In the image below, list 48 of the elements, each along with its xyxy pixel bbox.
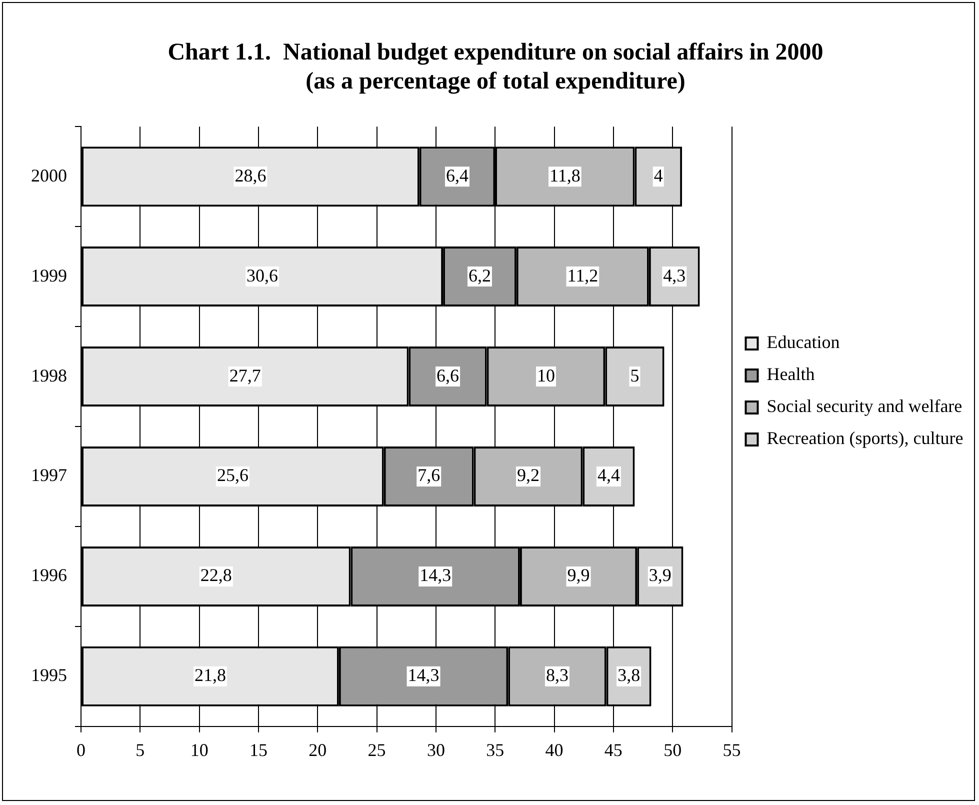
data-label: 11,2 [567, 265, 598, 286]
data-label: 14,3 [420, 565, 452, 586]
legend-label: Social security and welfare [766, 396, 962, 416]
text: Chart 1.1. National budget expenditure on social affairs in 2000 [168, 40, 824, 66]
legend-label: Recreation (sports), culture [766, 428, 964, 448]
data-label: 4,4 [597, 465, 620, 486]
data-label: 4 [654, 165, 663, 186]
y-tick-label: 1995 [31, 665, 67, 686]
data-label: 27,7 [229, 365, 261, 386]
data-label: 25,6 [216, 465, 248, 486]
y-tick-label: 1999 [31, 265, 67, 286]
x-tick-label: 30 [426, 740, 445, 760]
data-label: 11,8 [550, 165, 580, 186]
data-label: 14,3 [408, 665, 440, 686]
legend-label: Health [766, 364, 815, 384]
data-label: 22,8 [200, 565, 232, 586]
data-label: 7,6 [418, 465, 440, 486]
x-tick-label: 20 [308, 740, 327, 760]
data-label: 9,9 [567, 565, 590, 586]
x-tick-label: 5 [136, 740, 145, 760]
x-tick-label: 15 [249, 740, 268, 760]
data-label: 3,9 [648, 565, 672, 586]
x-tick-label: 55 [722, 740, 741, 760]
data-label: 3,8 [618, 665, 640, 686]
x-tick-label: 45 [604, 740, 622, 760]
y-tick-label: 1997 [31, 465, 67, 486]
x-tick-label: 0 [76, 740, 86, 760]
x-tick-label: 50 [664, 740, 682, 760]
y-tick-label: 1998 [31, 365, 67, 386]
data-label: 5 [630, 365, 640, 386]
data-label: 6,4 [446, 165, 468, 186]
x-tick-label: 40 [545, 740, 564, 760]
y-tick-label: 1996 [31, 565, 67, 586]
x-tick-label: 35 [486, 740, 504, 760]
data-label: 6,6 [436, 365, 460, 386]
data-label: 10 [536, 365, 555, 386]
y-tick-label: 2000 [31, 165, 67, 186]
data-label: 8,3 [546, 665, 568, 686]
data-label: 6,2 [468, 265, 491, 286]
data-label: 30,6 [246, 265, 278, 286]
legend-label: Education [766, 332, 840, 352]
x-tick-label: 10 [190, 740, 208, 760]
text: (as a percentage of total expenditure) [306, 68, 686, 94]
x-tick-label: 25 [368, 740, 386, 760]
data-label: 4,3 [663, 265, 686, 286]
data-label: 9,2 [516, 465, 540, 486]
data-label: 28,6 [234, 165, 266, 186]
data-label: 21,8 [194, 665, 226, 686]
